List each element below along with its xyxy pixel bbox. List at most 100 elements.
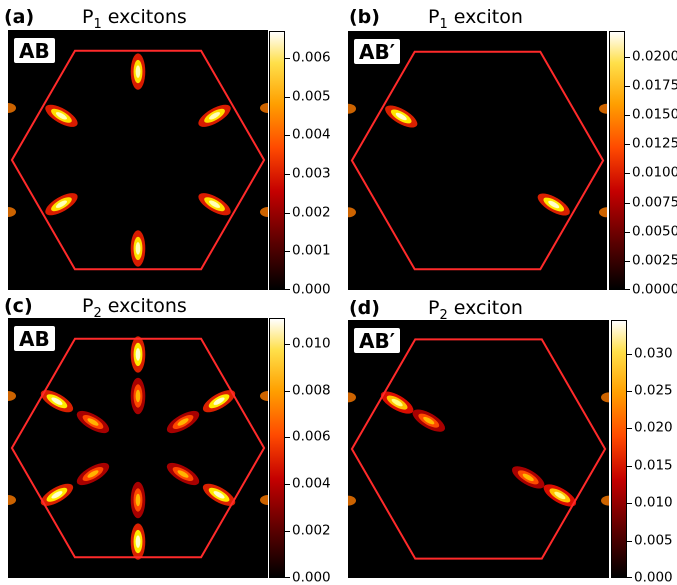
- colorbar-tick: [627, 353, 632, 355]
- title-base: P: [428, 297, 440, 319]
- colorbar-tick-label: 0.000: [292, 569, 331, 585]
- edge-glow: [599, 103, 607, 114]
- colorbar-tick-label: 0.003: [292, 165, 331, 182]
- colorbar-tick: [285, 531, 290, 533]
- hotspot-core: [55, 112, 67, 120]
- edge-glow: [348, 495, 356, 506]
- colorbar-tick-label: 0.006: [292, 428, 331, 445]
- hotspot: [543, 484, 577, 507]
- colorbar-tick-label: 0.005: [292, 87, 331, 104]
- hotspot-core: [177, 418, 189, 426]
- colorbar-tick: [625, 56, 630, 58]
- hotspot-core: [135, 389, 141, 403]
- hotspot-core: [554, 491, 566, 500]
- hotspot: [202, 483, 236, 506]
- hotspot: [130, 230, 146, 267]
- colorbar-tick-label: 0.002: [292, 203, 331, 220]
- hotspot: [40, 483, 74, 506]
- stacking-label: AB: [14, 38, 55, 63]
- colorbar-tick-label: 0.0075: [632, 193, 677, 210]
- hotspot-core: [55, 200, 67, 208]
- colorbar-tick-label: 0.020: [634, 419, 673, 436]
- hotspot-core: [213, 397, 225, 405]
- colorbar-tick: [625, 202, 630, 204]
- brillouin-zone-hexagon: [350, 338, 607, 560]
- hotspot: [76, 410, 110, 434]
- title-rest: excitons: [101, 295, 187, 317]
- colorbar-tick: [285, 577, 290, 578]
- hotspot-core: [51, 397, 63, 405]
- colorbar-tick-label: 0.008: [292, 381, 331, 398]
- title-base: P: [428, 6, 440, 28]
- colorbar-tick-label: 0.0200: [632, 47, 677, 64]
- title-rest: exciton: [447, 297, 523, 319]
- hotspot: [166, 462, 200, 486]
- edge-glow: [8, 495, 16, 505]
- panel-title: P2 exciton: [428, 299, 523, 322]
- hotspot-core: [87, 470, 99, 478]
- colorbar-tick: [285, 174, 290, 176]
- colorbar-tick: [625, 231, 630, 233]
- colorbar-tick-label: 0.010: [634, 494, 673, 511]
- title-subscript: 1: [439, 16, 448, 32]
- colorbar-tick-label: 0.0000: [632, 281, 677, 298]
- title-rest: excitons: [101, 6, 187, 28]
- hotspot: [130, 377, 146, 415]
- colorbar-tick-label: 0.030: [634, 344, 673, 361]
- panel-label: (b): [349, 6, 380, 28]
- edge-glow: [348, 207, 356, 218]
- colorbar-tick-label: 0.0150: [632, 106, 677, 123]
- colorbar-tick-label: 0.000: [634, 569, 673, 585]
- colorbar-tick-label: 0.0125: [632, 135, 677, 152]
- colorbar-tick: [625, 260, 630, 262]
- hotspot: [412, 409, 446, 432]
- colorbar-tick: [285, 212, 290, 214]
- edge-glow: [8, 207, 16, 217]
- heatmap-plot: AB′: [348, 31, 607, 290]
- hotspot-core: [209, 200, 221, 208]
- colorbar-tick-label: 0.0050: [632, 222, 677, 239]
- colorbar-tick-label: 0.004: [292, 475, 331, 492]
- hotspot-core: [135, 535, 141, 548]
- panel-title: P1 excitons: [82, 8, 187, 31]
- hotspot-core: [213, 491, 225, 499]
- colorbar: [269, 31, 285, 290]
- title-subscript: 2: [93, 305, 102, 321]
- hotspot: [130, 481, 146, 519]
- hotspot-core: [135, 242, 141, 255]
- panel-label: (c): [4, 295, 33, 317]
- colorbar-tick-label: 0.004: [292, 126, 331, 143]
- hotspot: [40, 390, 74, 413]
- colorbar-tick: [625, 144, 630, 146]
- hotspot-core: [548, 200, 560, 209]
- colorbar-tick: [285, 437, 290, 439]
- hotspot: [76, 462, 110, 486]
- hotspot-core: [135, 65, 141, 78]
- edge-glow: [260, 495, 268, 505]
- edge-glow: [260, 391, 268, 401]
- hotspot-core: [135, 348, 141, 361]
- heatmap-plot: AB: [8, 318, 268, 578]
- heatmap-svg: [348, 338, 609, 560]
- stacking-label: AB′: [354, 328, 400, 353]
- colorbar-tick-label: 0.010: [292, 335, 331, 352]
- edge-glow: [599, 207, 607, 218]
- colorbar-tick-label: 0.015: [634, 457, 673, 474]
- panel-title: P2 excitons: [82, 297, 187, 320]
- title-rest: exciton: [447, 6, 523, 28]
- colorbar-tick: [627, 465, 632, 467]
- hotspot: [380, 391, 414, 414]
- colorbar-tick: [285, 58, 290, 60]
- panel-title: P1 exciton: [428, 8, 523, 31]
- hotspot-core: [391, 398, 403, 407]
- colorbar-tick: [627, 503, 632, 505]
- heatmap-svg: [8, 49, 268, 271]
- edge-glow: [601, 392, 609, 403]
- colorbar-tick-label: 0.005: [634, 531, 673, 548]
- hotspot: [385, 105, 418, 128]
- colorbar-tick: [285, 251, 290, 253]
- colorbar-tick-label: 0.002: [292, 522, 331, 539]
- colorbar-tick-label: 0.000: [292, 281, 331, 298]
- colorbar-tick: [627, 577, 632, 578]
- title-base: P: [82, 6, 94, 28]
